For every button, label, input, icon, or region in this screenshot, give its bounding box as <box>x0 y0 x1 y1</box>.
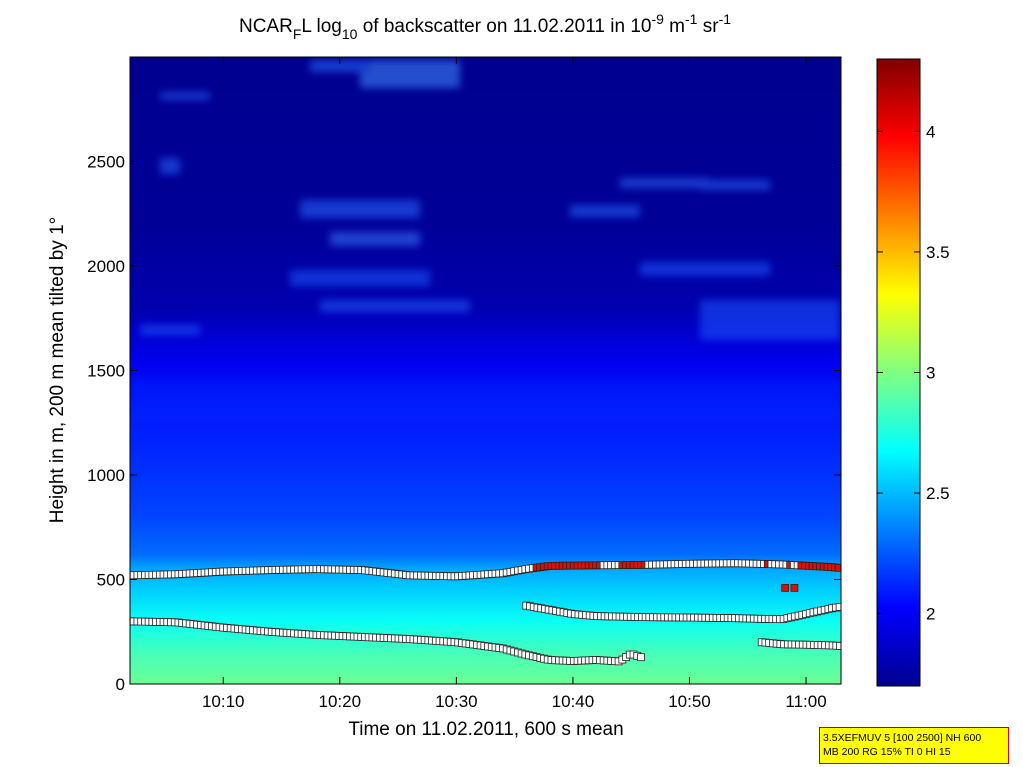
layer-marker <box>781 583 789 592</box>
y-tick-label: 500 <box>97 571 125 590</box>
y-tick-label: 2500 <box>87 153 125 172</box>
colorbar-tick-label: 3 <box>926 364 935 383</box>
x-axis: 10:10 10:20 10:30 10:40 10:50 11:00 <box>202 57 827 711</box>
x-tick-label: 10:20 <box>319 692 362 711</box>
y-tick-label: 1500 <box>87 362 125 381</box>
y-tick-label: 1000 <box>87 466 125 485</box>
y-axis: 0 500 1000 1500 2000 2500 <box>87 153 841 694</box>
info-box-line1: 3.5XEFMUV 5 [100 2500] NH 600 <box>823 732 982 744</box>
x-tick-label: 10:30 <box>435 692 478 711</box>
x-tick-label: 10:10 <box>202 692 245 711</box>
colorbar-tick-label: 2 <box>926 605 935 624</box>
series-lower-layer <box>130 617 645 666</box>
series-middle-layer <box>522 601 841 624</box>
series-upper-layer <box>130 559 841 581</box>
x-tick-label: 10:50 <box>668 692 711 711</box>
info-box: 3.5XEFMUV 5 [100 2500] NH 600 MB 200 RG … <box>819 727 1009 764</box>
series-low-isolated <box>757 638 841 650</box>
y-tick-label: 0 <box>116 675 125 694</box>
colorbar-tick-label: 4 <box>926 122 935 141</box>
colorbar-gradient <box>876 58 921 687</box>
info-box-line2: MB 200 RG 15% TI 0 HI 15 <box>823 746 951 758</box>
y-axis-label: Height in m, 200 m mean tilted by 1° <box>47 217 68 523</box>
chart-title: NCARFL log10 of backscatter on 11.02.201… <box>239 11 731 42</box>
series-red-isolated <box>781 583 799 592</box>
layer-markers <box>130 559 841 666</box>
colorbar-ticks: 2 2.5 3 3.5 4 <box>877 122 950 624</box>
heatmap-texture <box>130 60 841 420</box>
x-axis-label: Time on 11.02.2011, 600 s mean <box>348 719 623 740</box>
layer-marker <box>835 603 841 611</box>
colorbar: 2 2.5 3 3.5 4 <box>876 58 950 687</box>
heatmap-area <box>130 57 841 684</box>
layer-marker <box>834 563 841 572</box>
heatmap-field <box>130 57 841 684</box>
x-tick-label: 10:40 <box>552 692 595 711</box>
layer-marker <box>637 653 645 662</box>
colorbar-tick-label: 3.5 <box>926 243 950 262</box>
x-tick-label: 11:00 <box>785 692 826 711</box>
colorbar-tick-label: 2.5 <box>926 484 950 503</box>
layer-marker <box>836 642 841 650</box>
layer-marker <box>790 583 799 592</box>
y-tick-label: 2000 <box>87 257 125 276</box>
